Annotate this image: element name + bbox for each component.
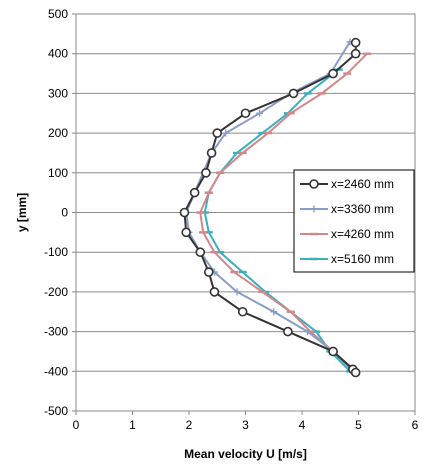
x-tick-label-4: 4 [299,418,306,432]
series-2-point-13 [270,308,278,316]
series-1-point-6 [206,148,217,158]
series-2-point-4 [222,129,230,137]
legend-item-3: x=4260 mm [300,227,394,241]
legend-label-3: x=4260 mm [331,227,394,241]
legend-label-1: x=2460 mm [331,177,394,191]
x-tick-labels: 0 1 2 3 4 5 6 [73,418,419,432]
series-1-point-8 [189,187,200,198]
legend-item-4: x=5160 mm [300,252,394,266]
y-axis-title: y [mm] [15,193,29,232]
x-tick-label-5: 5 [355,418,362,432]
y-tick-label-3: -200 [44,285,68,299]
series-1-point-12 [203,267,214,277]
series-1-point-13 [209,287,220,297]
y-tick-labels: -500 -400 -300 -200 -100 0 100 200 300 400 500 [44,7,68,418]
x-tick-label-6: 6 [412,418,419,432]
y-tick-label-10: 500 [48,7,68,21]
legend-label-4: x=5160 mm [331,252,394,266]
series-1-point-18 [350,367,361,378]
y-tick-label-5: 0 [61,206,68,220]
series-1-point-2 [328,68,338,79]
y-tick-label-8: 300 [48,86,68,100]
series-1-point-11 [195,247,206,257]
series-1-point-4 [240,108,251,119]
series-1-point-9 [179,207,190,218]
series-1-point-10 [181,227,191,238]
series-2-point-3 [256,109,264,117]
series-1 [179,37,361,378]
y-tick-label-9: 400 [48,47,68,61]
series-1-point-16 [328,346,338,357]
plot-area-frame [75,13,416,412]
y-tick-label-2: -300 [44,325,68,339]
x-tick-label-1: 1 [129,418,136,432]
legend-label-2: x=3360 mm [331,202,394,216]
legend: x=2460 mm x=3360 mm x=4260 mm x=5160 mm [293,169,415,273]
y-tick-label-0: -500 [44,404,68,418]
series-2-point-12 [233,288,241,296]
x-tick-label-2: 2 [186,418,193,432]
x-axis-title: Mean velocity U [m/s] [184,447,307,461]
series-1-point-1 [350,48,361,59]
series-1-point-7 [201,168,211,178]
legend-marker-1 [309,179,319,189]
legend-item-1: x=2460 mm [300,177,394,191]
y-tick-label-6: 100 [48,166,68,180]
x-tick-label-0: 0 [73,418,80,432]
series-1-point-3 [288,88,299,99]
series-1-point-5 [212,128,223,138]
series-1-point-15 [283,326,293,337]
legend-item-2: x=3360 mm [300,202,394,216]
series-1-point-0 [350,37,361,48]
x-tick-label-3: 3 [242,418,249,432]
y-tick-label-4: -100 [44,245,68,259]
y-tick-label-7: 200 [48,126,68,140]
series-2-point-14 [304,328,312,336]
series-1-point-14 [237,306,248,317]
legend-marker-2 [310,205,318,213]
series-4-line [203,68,351,373]
series-layer [179,37,371,378]
y-tick-label-1: -400 [44,364,68,378]
